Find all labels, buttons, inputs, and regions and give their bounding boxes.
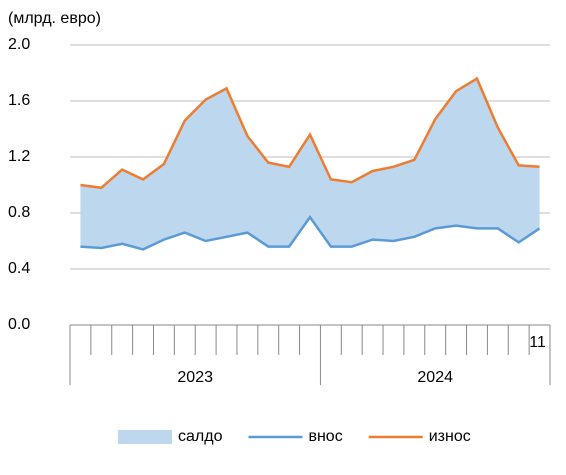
x-group-label: 2023	[177, 369, 213, 386]
y-tick-label: 1.6	[8, 92, 30, 109]
legend-label: салдо	[178, 428, 223, 445]
area	[80, 78, 540, 250]
y-tick-label: 2.0	[8, 36, 30, 53]
legend-label: внос	[308, 428, 342, 445]
y-tick-label: 0.8	[8, 204, 30, 221]
x-tick-label: 11	[529, 334, 546, 351]
y-tick-label: 0.4	[8, 260, 30, 277]
x-group-label: 2024	[417, 369, 453, 386]
line	[80, 215, 541, 251]
legend-swatch	[118, 430, 172, 444]
y-axis-label: (млрд. евро)	[8, 10, 101, 27]
line	[80, 76, 540, 190]
legend-label: износ	[429, 428, 471, 445]
y-tick-label: 1.2	[8, 148, 30, 165]
y-tick-label: 0.0	[8, 316, 30, 333]
